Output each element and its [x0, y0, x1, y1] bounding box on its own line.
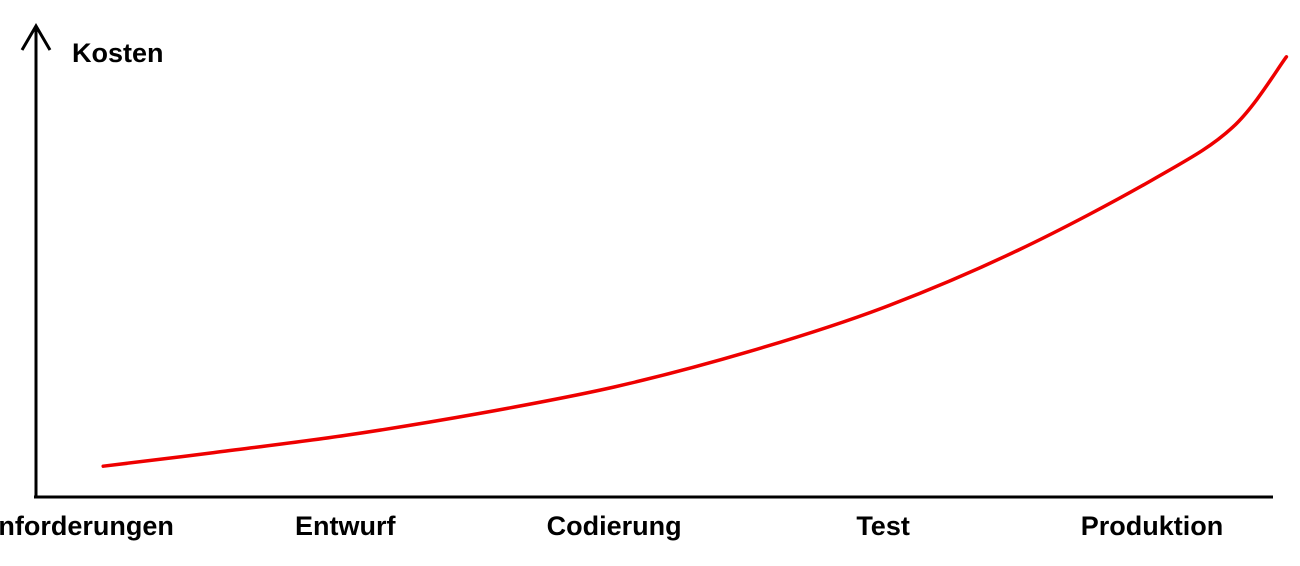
x-tick-label: Entwurf: [295, 511, 396, 541]
x-tick-label: Test: [856, 511, 910, 541]
y-axis-arrowhead: [20, 23, 52, 51]
series-group: [101, 55, 1289, 468]
cost-curve: [101, 55, 1289, 468]
y-axis-label: Kosten: [72, 38, 164, 68]
x-tick-labels: Anforderungen Entwurf Codierung Test Produkt…: [0, 511, 1223, 541]
x-tick-label: Anforderungen: [0, 511, 174, 541]
x-tick-label: Codierung: [547, 511, 682, 541]
x-tick-label: Produktion: [1081, 511, 1224, 541]
